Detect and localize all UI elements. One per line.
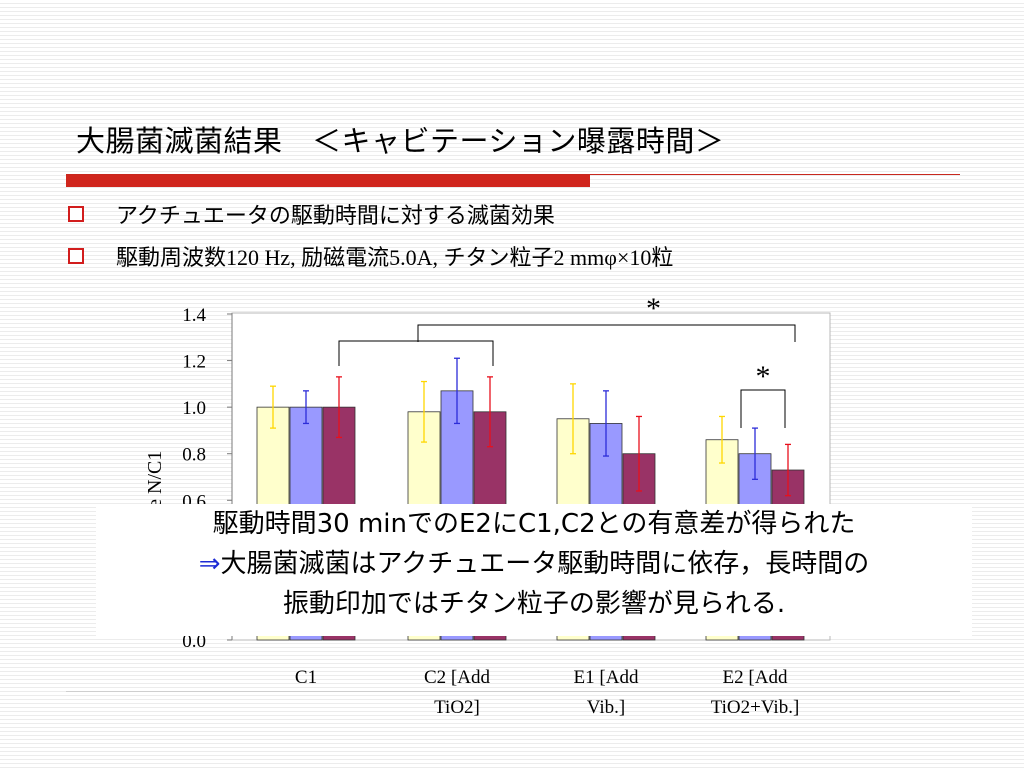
y-tick-label: 0.0 bbox=[182, 631, 206, 652]
significance-bracket bbox=[740, 389, 786, 428]
significance-bracket bbox=[417, 324, 796, 342]
x-category-label: E2 [Add TiO2+Vib.] bbox=[710, 667, 800, 718]
bullet-text-2-params: 120 Hz, 励磁電流5.0A, チタン粒子2 mmφ×10粒 bbox=[226, 245, 674, 270]
conclusion-line-2: ⇒大腸菌滅菌はアクチュエータ駆動時間に依存，長時間の bbox=[96, 544, 972, 584]
x-category-label: C1 bbox=[294, 667, 318, 688]
significance-star: * bbox=[756, 360, 771, 393]
square-bullet-icon bbox=[68, 248, 84, 264]
y-tick-label: 1.2 bbox=[182, 352, 206, 373]
significance-star: * bbox=[646, 292, 661, 325]
conclusion-line-2-text: 大腸菌滅菌はアクチュエータ駆動時間に依存，長時間の bbox=[220, 549, 870, 579]
implies-arrow-icon: ⇒ bbox=[198, 549, 221, 579]
square-bullet-icon bbox=[68, 206, 84, 222]
title-rule-accent bbox=[66, 175, 590, 187]
bullet-text-1: アクチュエータの駆動時間に対する滅菌効果 bbox=[116, 204, 555, 229]
x-category-label: E1 [Add Vib.] bbox=[573, 667, 639, 718]
y-tick-label: 1.0 bbox=[182, 398, 206, 419]
bottom-rule bbox=[66, 691, 960, 692]
conclusion-line-3: 振動印加ではチタン粒子の影響が見られる. bbox=[282, 589, 786, 619]
y-tick-label: 1.4 bbox=[182, 305, 206, 326]
slide-title: 大腸菌滅菌結果 ＜キャビテーション曝露時間＞ bbox=[76, 124, 725, 158]
x-category-label: C2 [Add TiO2] bbox=[424, 667, 490, 718]
significance-bracket bbox=[338, 340, 494, 366]
conclusion-line-1: 駆動時間30 minでのE2にC1,C2との有意差が得られた bbox=[212, 509, 856, 539]
conclusion-overlay: 駆動時間30 minでのE2にC1,C2との有意差が得られた ⇒大腸菌滅菌はアク… bbox=[96, 504, 972, 636]
bullet-text-2-prefix: 駆動周波数 bbox=[116, 246, 227, 271]
title-rule-thin bbox=[66, 174, 960, 175]
y-tick-label: 0.8 bbox=[182, 445, 206, 466]
bullet-text-2: 駆動周波数120 Hz, 励磁電流5.0A, チタン粒子2 mmφ×10粒 bbox=[116, 240, 673, 272]
